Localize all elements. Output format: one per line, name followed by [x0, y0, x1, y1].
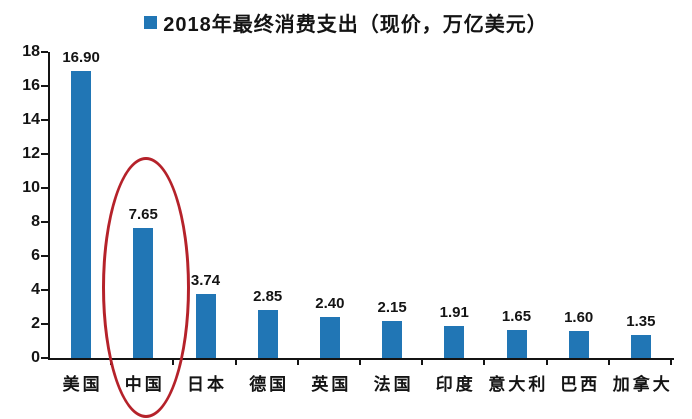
chart-legend: 2018年最终消费支出（现价，万亿美元）: [0, 8, 692, 37]
bar: [444, 325, 465, 358]
bar: [506, 329, 527, 358]
x-axis-tick: [483, 358, 486, 365]
highlight-ellipse-china: [102, 157, 190, 418]
chart-title: 2018年最终消费支出（现价，万亿美元）: [163, 14, 548, 36]
y-axis-tick-label: 16: [22, 77, 40, 94]
bar-value-label: 2.15: [377, 299, 407, 317]
x-axis-label: 日本: [186, 375, 227, 394]
bar: [630, 335, 651, 358]
y-axis-tick-label: 18: [22, 43, 40, 60]
bar-value-label: 1.60: [564, 308, 594, 326]
bar: [257, 309, 278, 358]
bar: [71, 70, 92, 358]
y-axis-tick-label: 12: [22, 145, 40, 162]
x-axis-tick: [359, 358, 361, 365]
x-axis-tick: [234, 358, 237, 365]
bar-value-label: 2.40: [315, 295, 345, 313]
x-axis-tick: [670, 358, 672, 365]
x-axis-tick: [545, 358, 548, 365]
bar: [382, 321, 403, 358]
y-axis-tick-label: 8: [31, 213, 40, 230]
y-axis-tick: [41, 85, 48, 87]
bar-value-label: 1.91: [439, 303, 469, 321]
y-axis-tick: [41, 119, 48, 121]
y-axis-tick: [41, 187, 48, 189]
bar-value-label: 3.74: [190, 272, 221, 290]
bar-value-label: 1.65: [501, 307, 532, 325]
y-axis-tick: [41, 153, 48, 155]
x-axis-label: 印度: [435, 375, 476, 394]
bar-value-label: 2.85: [253, 287, 283, 305]
bar-value-label: 1.35: [626, 313, 656, 331]
x-axis-label: 加拿大: [612, 375, 673, 394]
x-axis-tick: [421, 358, 424, 365]
x-axis-label: 法国: [373, 375, 414, 394]
x-axis-label: 德国: [249, 375, 290, 394]
y-axis-tick: [41, 323, 48, 325]
x-axis-tick: [607, 358, 610, 365]
y-axis-tick-label: 4: [31, 281, 40, 298]
y-axis-tick-label: 14: [22, 111, 40, 128]
y-axis-tick: [41, 357, 48, 359]
y-axis-tick: [41, 51, 48, 53]
x-axis-label: 巴西: [560, 375, 601, 394]
y-axis-tick-label: 0: [31, 349, 40, 366]
y-axis-tick-label: 6: [31, 247, 40, 264]
bar: [195, 294, 216, 358]
y-axis-tick: [41, 221, 48, 223]
y-axis-tick-label: 2: [31, 315, 40, 332]
y-axis-tick: [41, 255, 48, 257]
x-axis-label: 英国: [311, 375, 352, 394]
x-axis-label: 意大利: [488, 375, 549, 394]
y-axis-tick: [41, 289, 48, 291]
x-axis-tick: [296, 358, 299, 365]
y-axis-line: [48, 52, 50, 360]
bar: [319, 317, 340, 358]
y-axis-tick-label: 10: [22, 179, 40, 196]
x-axis-label: 美国: [62, 375, 103, 394]
bar: [568, 330, 589, 358]
legend-square-icon: [144, 16, 158, 29]
x-axis-line: [48, 358, 674, 360]
bar-value-label: 16.90: [62, 48, 100, 66]
